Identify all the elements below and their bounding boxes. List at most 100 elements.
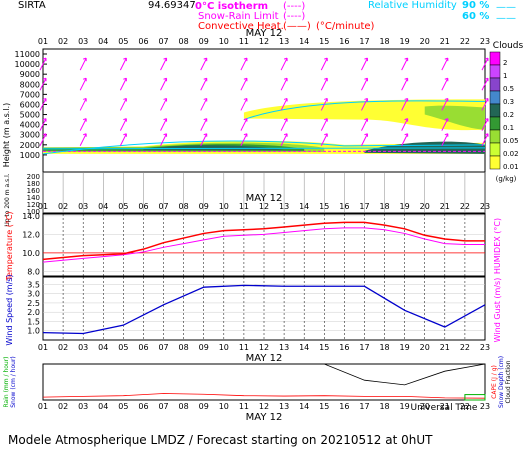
wind-arrow-head — [283, 118, 288, 122]
wind-arrow — [280, 57, 288, 71]
hour-tick-wind-14: 14 — [299, 343, 309, 352]
hour-tick-mid-02: 02 — [58, 202, 68, 211]
wind-arrow — [39, 78, 47, 91]
height-tick-1000: 1000 — [20, 151, 40, 160]
height-tick-3000: 3000 — [20, 131, 40, 140]
hour-tick-top-10: 10 — [219, 37, 229, 46]
low-height-axis-label: Up to 200 m a.s.l. — [4, 173, 11, 226]
precip-panel: Rain (mm / hour) Snow (cm / hour) CAPE (J … — [3, 356, 512, 411]
wind-arrow-head — [484, 77, 489, 82]
hour-tick-wind-18: 18 — [379, 343, 389, 352]
snow-axis-label: Snow (cm / hour) — [10, 356, 17, 408]
hour-tick-mid-12: 12 — [259, 202, 269, 211]
hour-tick-top-09: 09 — [199, 37, 209, 46]
wind-arrow-head — [324, 97, 328, 102]
legend-snow-label: Snow-Rain Limit — [198, 11, 279, 22]
wind-arrow — [79, 133, 87, 146]
cloud-legend-unit: (g/kg) — [496, 175, 517, 183]
wind-arrow — [280, 118, 288, 131]
legend-rh-90: 90 % — [462, 0, 489, 11]
cloud-legend-level-1: 1 — [503, 72, 507, 80]
temp-panel-frame — [42, 213, 486, 277]
hour-tick-top-18: 18 — [379, 37, 389, 46]
wind-arrow — [401, 118, 409, 131]
cloud-legend-level-0.5: 0.5 — [503, 85, 514, 93]
wind-arrow — [401, 98, 409, 111]
wind-arrow-head — [83, 57, 87, 62]
hour-tick-wind-05: 05 — [118, 343, 128, 352]
wind-arrow-head — [83, 77, 87, 82]
wind-arrow-head — [484, 97, 489, 102]
cloud-legend-swatch — [489, 155, 501, 170]
hour-tick-top-04: 04 — [98, 37, 108, 46]
wind-arrow-head — [404, 57, 409, 62]
hour-tick-top-08: 08 — [179, 37, 189, 46]
hour-tick-top-07: 07 — [158, 37, 168, 46]
wind-arrow — [200, 118, 208, 131]
rh-contour-3 — [42, 140, 486, 155]
wind-arrow-head — [123, 133, 127, 137]
hour-tick-top-21: 21 — [440, 37, 450, 46]
wind-arrow-head — [123, 118, 127, 122]
hour-tick-top-06: 06 — [138, 37, 148, 46]
wind-arrow — [441, 118, 449, 131]
hour-axis-top: 01 02 03 04 05 06 07 08 09 10 11 12 13 14 15 16 17 18 19 20… — [38, 37, 490, 46]
wind-arrow-head — [163, 133, 168, 137]
wind-arrow — [79, 57, 87, 71]
hour-tick-bottom-12: 12 — [259, 402, 269, 411]
wind-arrow-head — [324, 118, 328, 122]
cloud-fraction-line — [43, 363, 486, 386]
hour-tick-top-11: 11 — [239, 37, 249, 46]
wind-arrow-head — [42, 133, 47, 137]
hour-tick-bottom-13: 13 — [279, 402, 289, 411]
hour-tick-wind-23: 23 — [480, 343, 490, 352]
hour-tick-top-23: 23 — [480, 37, 490, 46]
hour-tick-wind-04: 04 — [98, 343, 108, 352]
hour-tick-top-20: 20 — [420, 37, 430, 46]
wind-arrow — [240, 118, 248, 131]
wind-arrow-head — [243, 133, 248, 137]
wind-arrow — [79, 98, 87, 111]
wind-arrow-head — [484, 118, 489, 122]
wind-arrow — [240, 133, 248, 146]
wind-arrow-head — [364, 118, 368, 122]
wind-arrow-head — [163, 57, 168, 62]
wind-arrow-head — [203, 57, 208, 62]
wind-arrow — [160, 118, 167, 131]
hour-tick-bottom-05: 05 — [118, 402, 128, 411]
wind-arrow-head — [203, 133, 208, 137]
hour-tick-wind-03: 03 — [78, 343, 88, 352]
low-height-tick-120: 120 — [27, 201, 40, 209]
hour-tick-bottom-16: 16 — [339, 402, 349, 411]
wind-arrow-head — [444, 97, 449, 102]
hour-tick-top-19: 19 — [400, 37, 410, 46]
wind-arrow — [481, 98, 489, 111]
cape-line — [42, 393, 486, 399]
low-height-tick-160: 160 — [27, 187, 40, 195]
height-tick-11000: 11000 — [15, 50, 40, 59]
hour-tick-mid-18: 18 — [379, 202, 389, 211]
wind-arrow — [481, 133, 489, 146]
wind-arrow — [79, 78, 87, 91]
temp-tick-10.0: 10.0 — [22, 249, 40, 258]
rain-bar — [464, 394, 486, 401]
hour-tick-bottom-19: 19 — [400, 402, 410, 411]
temp-tick-12.0: 12.0 — [22, 230, 40, 239]
hour-tick-mid-19: 19 — [400, 202, 410, 211]
humidex-axis-label: HUMIDEX (°C) — [493, 218, 502, 274]
temperature-line — [42, 221, 485, 261]
legend-rh-60: 60 % — [462, 11, 489, 22]
wind-arrow-head — [364, 133, 368, 137]
hour-tick-mid-08: 08 — [179, 202, 189, 211]
wind-tick-1.5: 1.5 — [27, 317, 40, 326]
wind-arrow — [119, 118, 127, 131]
hour-tick-bottom-09: 09 — [199, 402, 209, 411]
wind-arrow-head — [83, 133, 87, 137]
low-height-tick-100: 100 — [27, 208, 40, 216]
height-tick-2000: 2000 — [20, 141, 40, 150]
wind-arrow — [320, 57, 328, 71]
low-height-tick-180: 180 — [27, 180, 40, 188]
cloud-legend-level-0.02: 0.02 — [503, 150, 519, 158]
gust-axis-label: Wind Gust (m/s) — [493, 278, 502, 343]
